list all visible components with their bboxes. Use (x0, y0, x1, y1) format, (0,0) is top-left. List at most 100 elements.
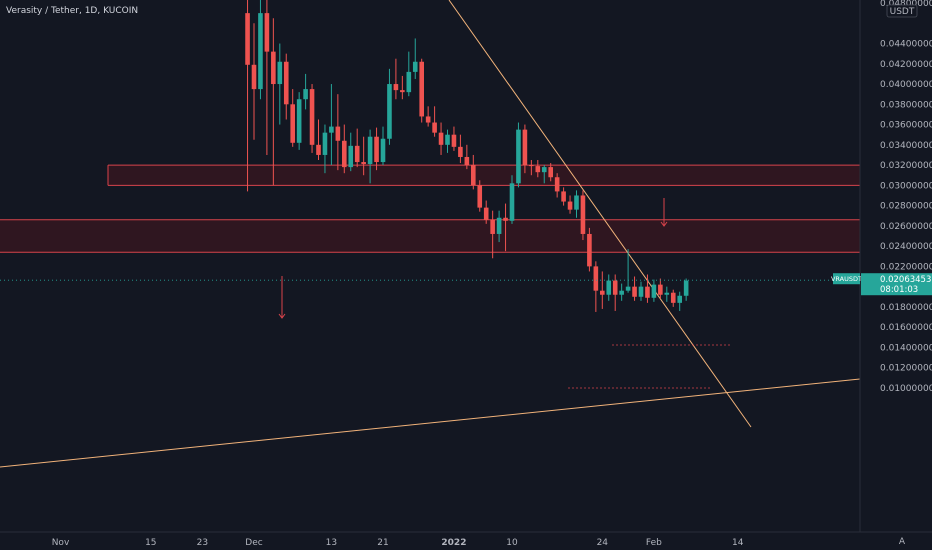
candle-body (245, 13, 250, 65)
resistance-zone (108, 165, 860, 186)
candle (451, 126, 457, 151)
candle-body (264, 13, 270, 52)
candle-body (561, 191, 566, 202)
candle-body (677, 295, 682, 303)
candle-body (638, 286, 644, 297)
candle-body (380, 138, 386, 163)
candle (380, 126, 386, 166)
candle-body (529, 165, 534, 167)
trendlines[interactable] (0, 0, 861, 468)
price-tick-label: 0.04200000 (880, 60, 932, 70)
candle-body (541, 167, 547, 173)
candle-body (406, 71, 412, 93)
currency-label-box (886, 4, 918, 18)
price-tick-label: 0.04800000 (880, 0, 932, 9)
candle (406, 51, 412, 97)
price-tick-label: 0.03000000 (880, 181, 932, 191)
candle-body (445, 134, 450, 145)
time-tick-label: 2022 (441, 538, 466, 548)
candle-body (535, 166, 541, 173)
candle-body (600, 290, 605, 295)
candle (329, 84, 334, 166)
candle-body (645, 286, 650, 298)
price-tick-label: 0.01400000 (880, 343, 932, 353)
candle (503, 203, 508, 252)
arrow-head-icon (278, 313, 286, 319)
candle (387, 68, 392, 145)
candle (477, 180, 483, 212)
price-tick-label: 0.03800000 (880, 100, 932, 110)
candle (342, 124, 347, 174)
price-tick-label: 0.04000000 (880, 80, 932, 90)
candle-body (438, 132, 444, 145)
candle-body (625, 286, 631, 291)
candle (283, 53, 289, 120)
ascending-trendline[interactable] (0, 378, 861, 468)
candle (374, 127, 379, 171)
candle-body (283, 61, 289, 105)
candle-body (632, 286, 637, 297)
price-tick-label: 0.02600000 (880, 222, 932, 232)
candle-body (400, 90, 405, 93)
candle-body (471, 165, 476, 186)
candle (296, 92, 302, 150)
candle-body (483, 207, 489, 220)
price-tick-label: 0.02200000 (880, 262, 932, 272)
auto-scale-toggle[interactable]: A (899, 537, 906, 547)
candle (664, 286, 670, 302)
candle-body (683, 280, 689, 296)
candle-body (651, 284, 657, 298)
candle (419, 58, 424, 123)
price-tick-label: 0.01600000 (880, 323, 932, 333)
candle-body (574, 195, 579, 210)
candle (677, 291, 682, 311)
candle-body (496, 217, 502, 234)
candle (658, 278, 663, 299)
candle (432, 106, 437, 137)
time-tick-label: 21 (377, 538, 388, 548)
candle (600, 271, 605, 309)
candle (309, 84, 315, 153)
candle-body (664, 292, 670, 295)
candle (612, 274, 618, 311)
time-tick-label: 24 (597, 538, 609, 548)
candle-body (516, 129, 521, 184)
candle-body (290, 104, 295, 143)
candle-body (258, 13, 263, 90)
descending-trendline[interactable] (448, 0, 752, 428)
candle (348, 132, 354, 172)
time-tick-label: 10 (506, 538, 518, 548)
candle (412, 38, 418, 79)
candle-body (425, 116, 431, 123)
price-tick-label: 0.01200000 (880, 364, 932, 374)
candle (529, 160, 534, 176)
candle-body (587, 233, 592, 267)
candle (322, 124, 328, 174)
price-tick-label: 0.01800000 (880, 303, 932, 313)
currency-label: USDT (890, 7, 915, 17)
resistance-zones (0, 164, 860, 253)
time-axis[interactable]: Nov 15 23 Dec 13 21 2022 10 24 Feb 14 (52, 538, 744, 548)
candle (393, 58, 399, 100)
candle (471, 154, 476, 190)
candle (606, 274, 612, 301)
candle (554, 173, 560, 198)
candle-body (554, 177, 560, 192)
candle (354, 128, 360, 168)
time-tick-label: 15 (145, 538, 156, 548)
candle (516, 122, 521, 188)
price-tag-countdown: 08:01:03 (880, 285, 918, 295)
candle (425, 106, 431, 127)
candle-body (522, 129, 528, 166)
candle-body (342, 140, 347, 168)
candle-body (458, 146, 463, 157)
candle-body (374, 136, 379, 163)
candle-body (619, 290, 624, 295)
price-tick-label: 0.04400000 (880, 40, 932, 50)
price-tick-label: 0.03600000 (880, 121, 932, 131)
candle (619, 283, 624, 301)
candle-body (567, 201, 573, 210)
price-axis[interactable]: 0.04800000 0.04400000 0.04200000 0.04000000… (880, 0, 932, 394)
candle (645, 274, 650, 303)
